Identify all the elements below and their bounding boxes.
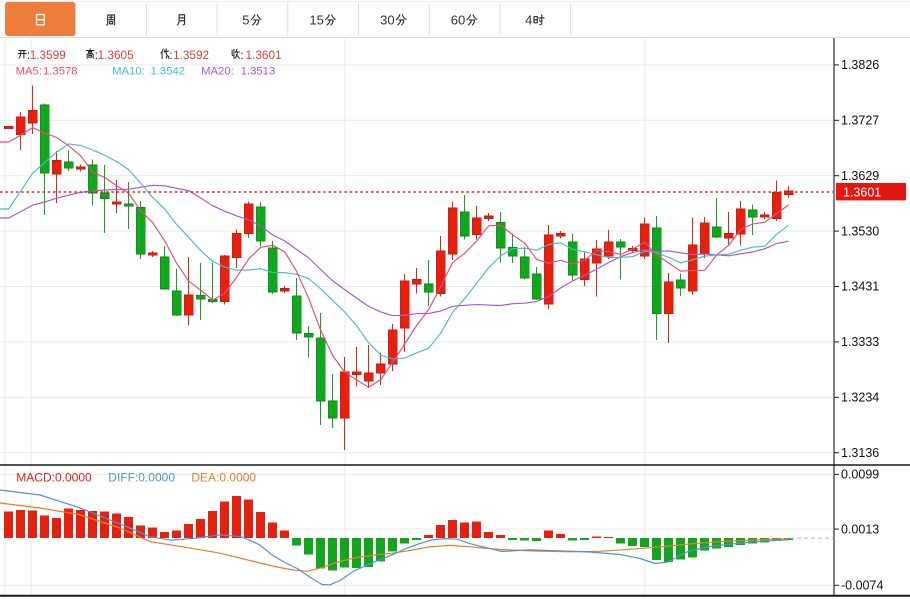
svg-text:30: 30 — [380, 13, 394, 28]
svg-text:1.3234: 1.3234 — [841, 391, 879, 405]
svg-text:MA20:: MA20: — [201, 65, 234, 77]
svg-text:5: 5 — [242, 13, 249, 28]
svg-text:DIFF:0.0000: DIFF:0.0000 — [108, 471, 175, 485]
svg-text:1.3542: 1.3542 — [151, 65, 186, 77]
svg-text:1.3599: 1.3599 — [30, 48, 66, 62]
svg-text:1.3513: 1.3513 — [241, 65, 276, 77]
svg-text:MA10:: MA10: — [112, 65, 145, 77]
svg-text:1.3333: 1.3333 — [841, 335, 879, 349]
svg-text:60: 60 — [451, 13, 465, 28]
svg-text::: : — [95, 48, 98, 62]
svg-text:4: 4 — [525, 13, 532, 28]
svg-text:1.3605: 1.3605 — [98, 48, 135, 62]
svg-text:1.3826: 1.3826 — [841, 58, 879, 72]
svg-text:-0.0074: -0.0074 — [841, 579, 883, 593]
svg-text:0.0099: 0.0099 — [841, 468, 879, 482]
svg-text:1.3629: 1.3629 — [841, 169, 879, 183]
svg-text:15: 15 — [309, 13, 323, 28]
svg-text:1.3601: 1.3601 — [843, 186, 881, 200]
svg-text:1.3431: 1.3431 — [841, 280, 879, 294]
svg-text:MACD:0.0000: MACD:0.0000 — [16, 471, 92, 485]
svg-text:1.3136: 1.3136 — [841, 446, 879, 460]
svg-text::: : — [27, 48, 30, 62]
svg-text:1.3578: 1.3578 — [43, 65, 78, 77]
svg-text::: : — [169, 48, 172, 62]
svg-text:1.3530: 1.3530 — [841, 224, 879, 238]
svg-text:1.3592: 1.3592 — [173, 48, 209, 62]
svg-text:1.3601: 1.3601 — [246, 48, 282, 62]
svg-text:1.3727: 1.3727 — [841, 114, 879, 128]
svg-text::: : — [240, 48, 243, 62]
svg-text:MA5:: MA5: — [16, 65, 42, 77]
svg-text:0.0013: 0.0013 — [841, 522, 879, 536]
svg-text:DEA:0.0000: DEA:0.0000 — [191, 471, 256, 485]
